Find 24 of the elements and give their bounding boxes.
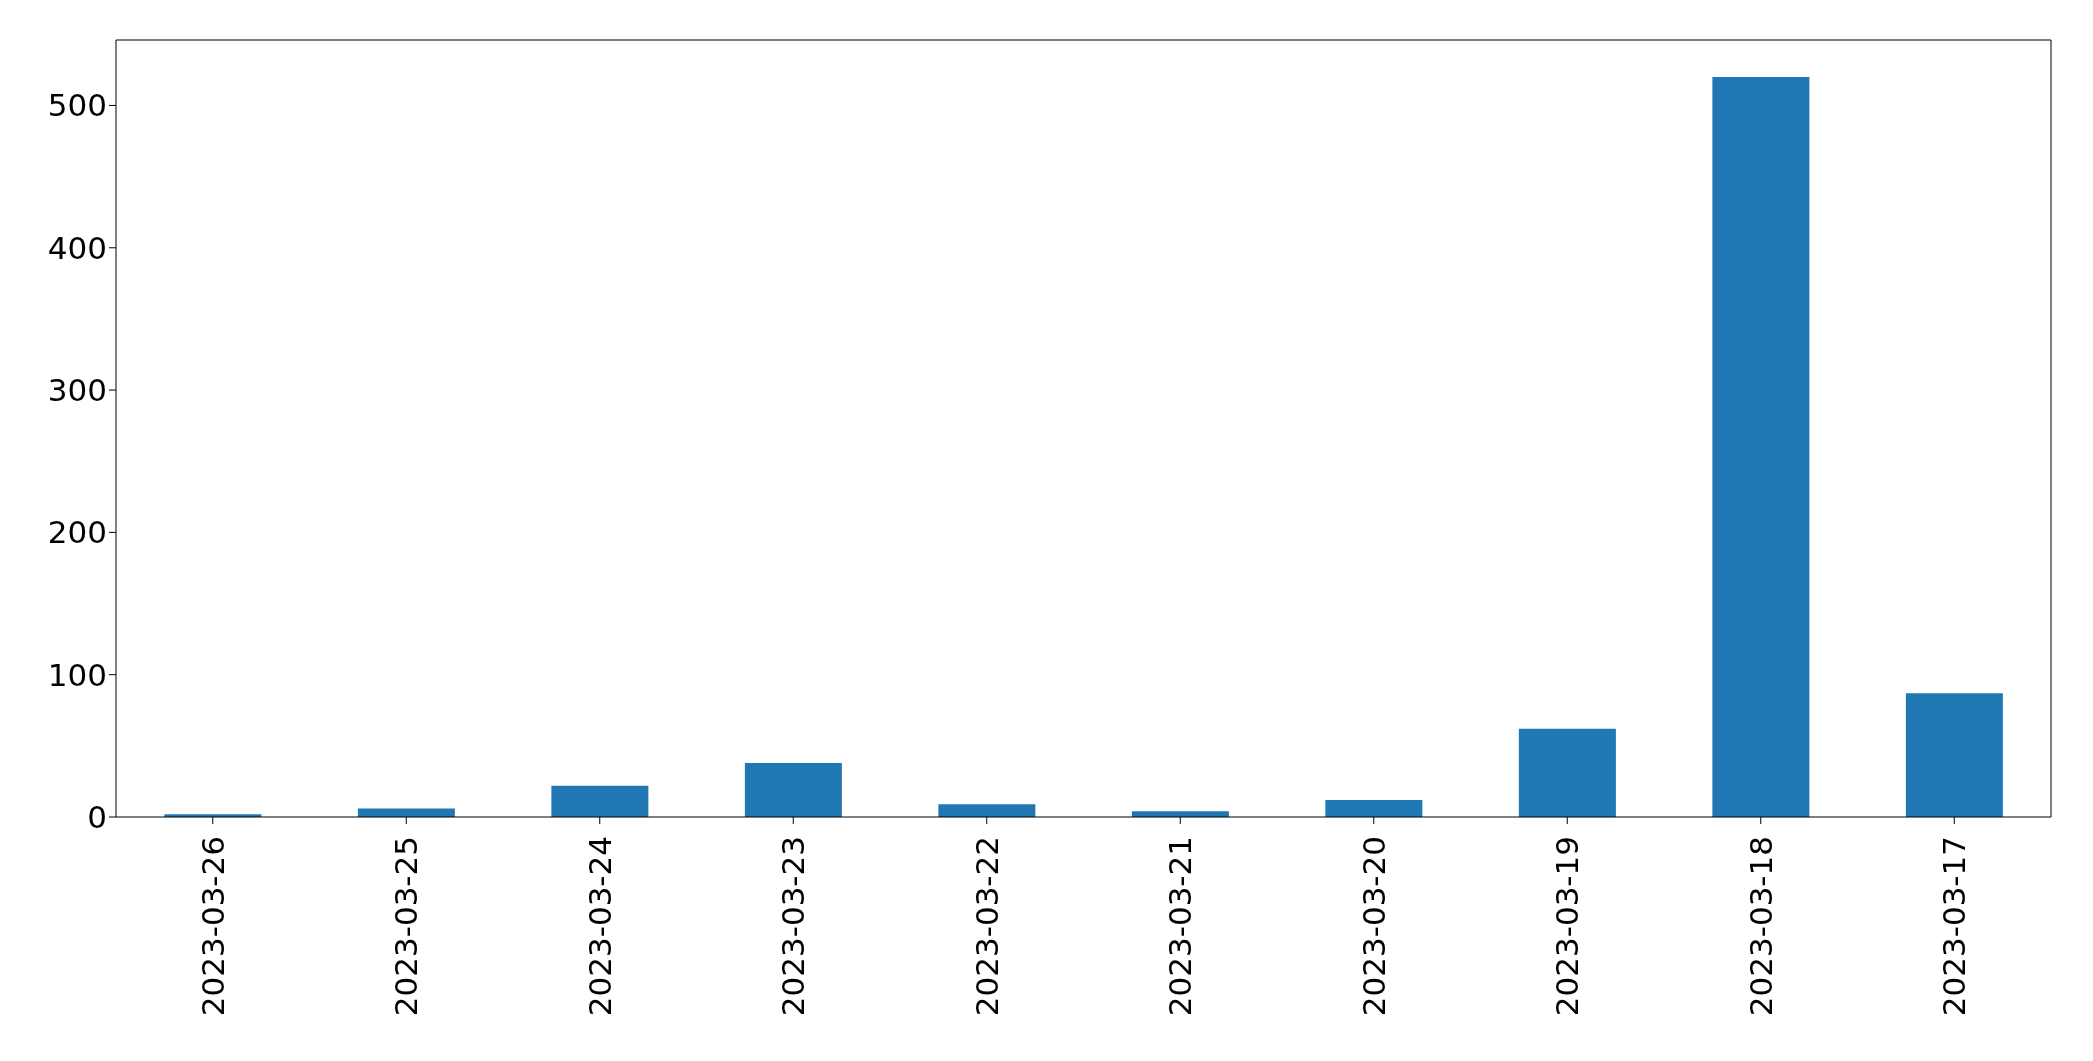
x-tick-label: 2023-03-17 xyxy=(1936,836,1973,1017)
x-tick-label: 2023-03-25 xyxy=(388,836,425,1017)
x-tick-label: 2023-03-23 xyxy=(775,836,812,1017)
x-tick-label: 2023-03-24 xyxy=(581,836,618,1017)
x-tick-label: 2023-03-20 xyxy=(1355,836,1392,1017)
bar xyxy=(938,804,1036,817)
x-tick-label: 2023-03-26 xyxy=(194,836,231,1017)
y-tick-label: 100 xyxy=(47,656,107,693)
bar xyxy=(744,762,842,817)
bar xyxy=(1905,693,2003,817)
y-tick-label: 200 xyxy=(47,514,107,551)
x-tick-label: 2023-03-21 xyxy=(1162,836,1199,1017)
y-tick-label: 0 xyxy=(87,799,107,836)
y-tick-label: 400 xyxy=(47,229,107,266)
bar xyxy=(551,785,649,817)
bar xyxy=(357,808,455,817)
bar xyxy=(1518,728,1616,817)
y-tick-label: 500 xyxy=(47,87,107,124)
x-tick-label: 2023-03-18 xyxy=(1742,836,1779,1017)
x-tick-label: 2023-03-19 xyxy=(1549,836,1586,1017)
bar xyxy=(1712,77,1810,817)
bar xyxy=(1325,799,1423,817)
y-tick-label: 300 xyxy=(47,372,107,409)
x-tick-label: 2023-03-22 xyxy=(968,836,1005,1017)
